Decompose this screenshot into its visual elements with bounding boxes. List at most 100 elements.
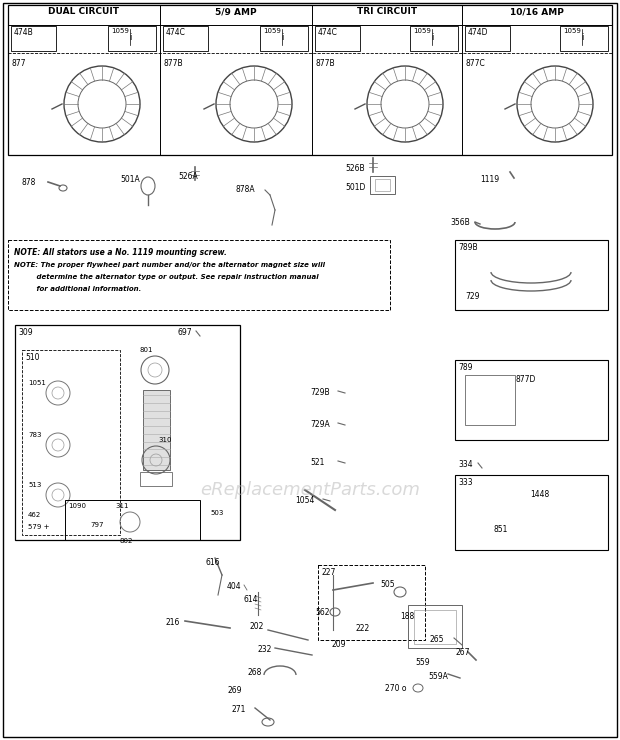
Text: 1119: 1119 bbox=[480, 175, 499, 184]
Text: for additional information.: for additional information. bbox=[14, 286, 141, 292]
Bar bbox=[315, 26, 360, 51]
Text: 404: 404 bbox=[227, 582, 242, 591]
Text: TRI CIRCUIT: TRI CIRCUIT bbox=[357, 7, 417, 16]
Text: 269: 269 bbox=[228, 686, 242, 695]
Bar bbox=[455, 360, 608, 440]
Text: 209: 209 bbox=[332, 640, 347, 649]
Text: 334: 334 bbox=[458, 460, 472, 469]
Bar bbox=[260, 26, 308, 51]
Bar bbox=[375, 179, 390, 191]
Bar bbox=[455, 240, 608, 310]
Text: 1448: 1448 bbox=[530, 490, 549, 499]
Text: 474C: 474C bbox=[318, 28, 338, 37]
Text: 559A: 559A bbox=[428, 672, 448, 681]
Text: i: i bbox=[281, 33, 283, 42]
Text: 579 +: 579 + bbox=[28, 524, 50, 530]
Text: 783: 783 bbox=[28, 432, 42, 438]
Text: 510: 510 bbox=[25, 353, 40, 362]
Text: 729: 729 bbox=[465, 292, 479, 301]
Bar bbox=[22, 350, 120, 535]
Text: 877: 877 bbox=[12, 59, 27, 68]
Text: 270 o: 270 o bbox=[385, 684, 407, 693]
Text: 1059: 1059 bbox=[111, 28, 129, 34]
Text: NOTE: The proper flywheel part number and/or the alternator magnet size will: NOTE: The proper flywheel part number an… bbox=[14, 262, 325, 268]
Text: 356B: 356B bbox=[450, 218, 470, 227]
Text: 789B: 789B bbox=[458, 243, 477, 252]
Bar bbox=[318, 565, 425, 640]
Text: 1059: 1059 bbox=[413, 28, 431, 34]
Bar bbox=[370, 176, 395, 194]
Bar bbox=[408, 605, 462, 648]
Bar bbox=[8, 5, 612, 155]
Text: 271: 271 bbox=[232, 705, 246, 714]
Text: 10/16 AMP: 10/16 AMP bbox=[510, 7, 564, 16]
Text: 501D: 501D bbox=[345, 183, 365, 192]
Text: 797: 797 bbox=[90, 522, 104, 528]
Text: 562: 562 bbox=[315, 608, 329, 617]
Text: 222: 222 bbox=[355, 624, 370, 633]
Text: 729A: 729A bbox=[310, 420, 330, 429]
Text: 1059: 1059 bbox=[263, 28, 281, 34]
Text: 878A: 878A bbox=[236, 185, 255, 194]
Text: eReplacementParts.com: eReplacementParts.com bbox=[200, 481, 420, 499]
Text: 505: 505 bbox=[380, 580, 394, 589]
Text: 188: 188 bbox=[400, 612, 414, 621]
Bar bbox=[65, 500, 200, 540]
Text: 878: 878 bbox=[22, 178, 37, 187]
Bar bbox=[8, 240, 390, 310]
Text: 265: 265 bbox=[430, 635, 445, 644]
Text: 802: 802 bbox=[120, 538, 133, 544]
Text: 877B: 877B bbox=[316, 59, 335, 68]
Text: 503: 503 bbox=[210, 510, 223, 516]
Text: 474D: 474D bbox=[468, 28, 489, 37]
Text: 697: 697 bbox=[178, 328, 193, 337]
Text: 202: 202 bbox=[250, 622, 264, 631]
Text: i: i bbox=[129, 33, 131, 42]
Bar bbox=[108, 26, 156, 51]
Text: 614: 614 bbox=[244, 595, 259, 604]
Bar bbox=[15, 325, 240, 540]
Text: 526A: 526A bbox=[178, 172, 198, 181]
Text: 513: 513 bbox=[28, 482, 42, 488]
Bar bbox=[455, 475, 608, 550]
Text: 877C: 877C bbox=[466, 59, 485, 68]
Text: 1054: 1054 bbox=[295, 496, 314, 505]
Text: i: i bbox=[431, 33, 433, 42]
Bar bbox=[465, 375, 515, 425]
Text: DUAL CIRCUIT: DUAL CIRCUIT bbox=[48, 7, 120, 16]
Bar bbox=[560, 26, 608, 51]
Text: 311: 311 bbox=[115, 503, 128, 509]
Text: 462: 462 bbox=[28, 512, 42, 518]
Text: 267: 267 bbox=[456, 648, 471, 657]
Text: 309: 309 bbox=[18, 328, 33, 337]
Text: 521: 521 bbox=[310, 458, 324, 467]
Text: 1051: 1051 bbox=[28, 380, 46, 386]
Bar bbox=[465, 26, 510, 51]
Text: 801: 801 bbox=[140, 347, 154, 353]
Text: 474C: 474C bbox=[166, 28, 186, 37]
Text: 501A: 501A bbox=[120, 175, 140, 184]
Text: NOTE: All stators use a No. 1119 mounting screw.: NOTE: All stators use a No. 1119 mountin… bbox=[14, 248, 227, 257]
Bar bbox=[11, 26, 56, 51]
Bar bbox=[140, 472, 172, 486]
Text: 474B: 474B bbox=[14, 28, 33, 37]
Text: i: i bbox=[581, 33, 583, 42]
Text: 851: 851 bbox=[493, 525, 507, 534]
Bar bbox=[143, 390, 170, 470]
Text: 559: 559 bbox=[415, 658, 430, 667]
Text: determine the alternator type or output. See repair instruction manual: determine the alternator type or output.… bbox=[14, 274, 319, 280]
Text: 216: 216 bbox=[165, 618, 179, 627]
Text: 789: 789 bbox=[458, 363, 472, 372]
Text: 268: 268 bbox=[248, 668, 262, 677]
Text: 1090: 1090 bbox=[68, 503, 86, 509]
Text: 877D: 877D bbox=[515, 375, 536, 384]
Text: 227: 227 bbox=[321, 568, 335, 577]
Text: 232: 232 bbox=[258, 645, 272, 654]
Text: 333: 333 bbox=[458, 478, 472, 487]
Bar bbox=[410, 26, 458, 51]
Bar bbox=[163, 26, 208, 51]
Text: 526B: 526B bbox=[345, 164, 365, 173]
Text: 1059: 1059 bbox=[563, 28, 581, 34]
Bar bbox=[414, 610, 456, 644]
Text: 616: 616 bbox=[205, 558, 219, 567]
